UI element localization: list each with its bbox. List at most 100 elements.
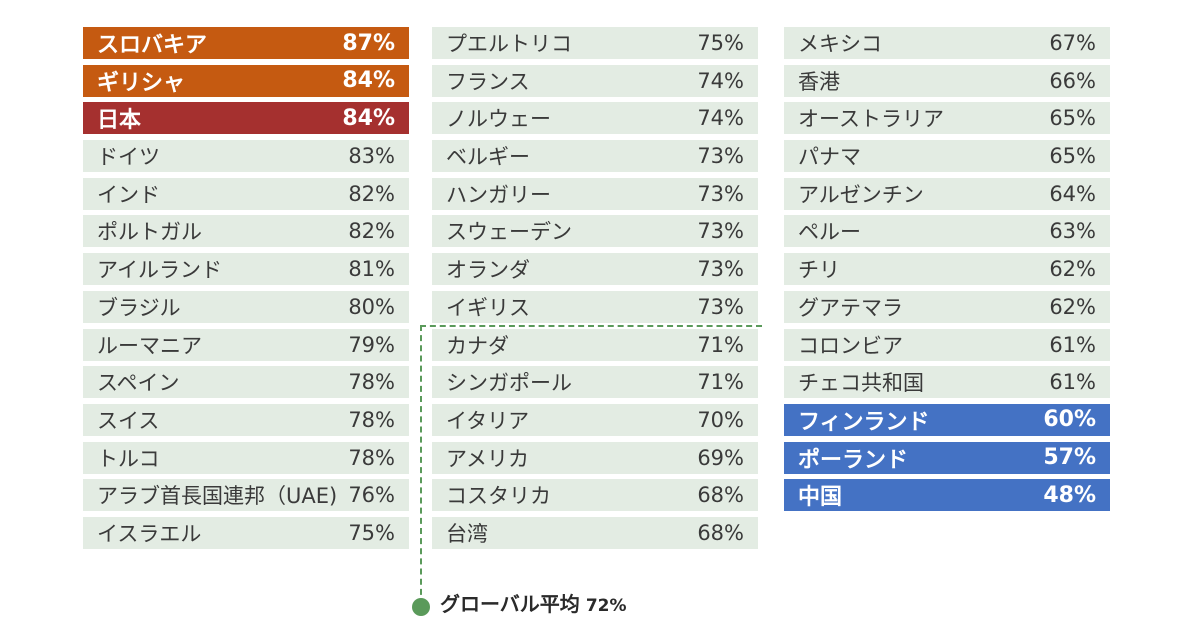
country-name: コロンビア xyxy=(798,333,903,358)
country-value: 84% xyxy=(342,105,395,131)
country-row: ギリシャ 84% xyxy=(83,64,409,97)
country-row: ベルギー 73% xyxy=(432,140,758,173)
country-row: イタリア 70% xyxy=(432,403,758,436)
country-row: シンガポール 71% xyxy=(432,366,758,399)
country-row: グアテマラ 62% xyxy=(784,290,1110,323)
country-value: 71% xyxy=(697,370,744,395)
ranking-column-1: スロバキア 87% ギリシャ 84% 日本 84% ドイツ 83% インド 82% ポルトガル 82%… xyxy=(83,27,409,555)
country-name: 中国 xyxy=(798,485,843,511)
country-value: 69% xyxy=(697,445,744,470)
country-name: ルーマニア xyxy=(97,333,202,358)
country-value: 70% xyxy=(697,407,744,432)
country-row: ドイツ 83% xyxy=(83,140,409,173)
country-value: 81% xyxy=(348,257,395,282)
country-name: アラブ首長国連邦（UAE) xyxy=(97,484,338,509)
country-value: 66% xyxy=(1049,68,1096,93)
country-name: スロバキア xyxy=(97,33,208,58)
country-name: ノルウェー xyxy=(446,107,551,132)
country-value: 83% xyxy=(348,144,395,169)
country-row: チリ 62% xyxy=(784,253,1110,286)
country-value: 79% xyxy=(348,332,395,357)
country-name: ペルー xyxy=(798,220,861,245)
country-name: ハンガリー xyxy=(446,182,551,207)
country-row: 香港 66% xyxy=(784,64,1110,97)
country-row: ポルトガル 82% xyxy=(83,215,409,248)
country-value: 73% xyxy=(697,181,744,206)
country-row: フランス 74% xyxy=(432,64,758,97)
country-name: パナマ xyxy=(798,145,861,170)
country-row: パナマ 65% xyxy=(784,140,1110,173)
country-value: 63% xyxy=(1049,219,1096,244)
country-name: 日本 xyxy=(97,108,142,134)
country-value: 65% xyxy=(1049,144,1096,169)
country-name: オランダ xyxy=(446,258,530,283)
country-row: スイス 78% xyxy=(83,403,409,436)
country-row: ノルウェー 74% xyxy=(432,102,758,135)
global-average-value: 72% xyxy=(585,596,627,616)
country-row: 日本 84% xyxy=(83,102,409,135)
country-name: スペイン xyxy=(97,371,180,396)
country-value: 75% xyxy=(697,31,744,55)
country-name: ギリシャ xyxy=(97,70,186,96)
country-value: 71% xyxy=(697,332,744,357)
country-value: 73% xyxy=(697,144,744,169)
country-value: 73% xyxy=(697,257,744,282)
country-value: 75% xyxy=(348,520,395,545)
country-row: プエルトリコ 75% xyxy=(432,27,758,59)
country-name: イギリス xyxy=(446,295,530,320)
country-value: 64% xyxy=(1049,181,1096,206)
country-value: 68% xyxy=(697,483,744,508)
country-value: 60% xyxy=(1043,407,1096,433)
country-name: ポルトガル xyxy=(97,220,202,245)
country-name: メキシコ xyxy=(798,32,882,56)
country-row: トルコ 78% xyxy=(83,441,409,474)
country-row: コロンビア 61% xyxy=(784,328,1110,361)
country-row: ルーマニア 79% xyxy=(83,328,409,361)
country-name: ブラジル xyxy=(97,295,181,320)
country-name: オーストラリア xyxy=(798,107,944,132)
country-name: カナダ xyxy=(446,333,509,358)
country-value: 67% xyxy=(1049,31,1096,55)
country-row: ポーランド 57% xyxy=(784,441,1110,474)
country-row: ブラジル 80% xyxy=(83,290,409,323)
country-name: アルゼンチン xyxy=(798,182,924,207)
country-row: メキシコ 67% xyxy=(784,27,1110,59)
ranking-column-2: プエルトリコ 75% フランス 74% ノルウェー 74% ベルギー 73% ハンガリー 73% ス… xyxy=(432,27,758,555)
country-row: カナダ 71% xyxy=(432,328,758,361)
country-value: 78% xyxy=(348,445,395,470)
country-value: 61% xyxy=(1049,332,1096,357)
country-value: 73% xyxy=(697,294,744,319)
country-value: 61% xyxy=(1049,370,1096,395)
global-average-line xyxy=(420,325,762,327)
country-name: コスタリカ xyxy=(446,484,551,509)
country-name: シンガポール xyxy=(446,371,572,396)
global-average-leader-line xyxy=(420,325,422,605)
country-value: 73% xyxy=(697,219,744,244)
ranking-column-3: メキシコ 67% 香港 66% オーストラリア 65% パナマ 65% アルゼンチン 64% ペルー… xyxy=(784,27,1110,517)
country-name: 香港 xyxy=(798,69,840,94)
country-row: ペルー 63% xyxy=(784,215,1110,248)
country-row: スロバキア 87% xyxy=(83,27,409,59)
country-name: スウェーデン xyxy=(446,220,572,245)
country-row: 中国 48% xyxy=(784,479,1110,512)
country-value: 78% xyxy=(348,407,395,432)
country-name: チェコ共和国 xyxy=(798,371,924,396)
country-row: アイルランド 81% xyxy=(83,253,409,286)
country-value: 82% xyxy=(348,181,395,206)
country-value: 62% xyxy=(1049,294,1096,319)
country-row: スウェーデン 73% xyxy=(432,215,758,248)
country-name: アイルランド xyxy=(97,258,222,283)
country-value: 74% xyxy=(697,106,744,131)
global-average-label: グローバル平均 72% xyxy=(440,588,627,617)
country-name: ポーランド xyxy=(798,447,909,473)
global-average-marker xyxy=(412,598,430,616)
country-name: ドイツ xyxy=(97,145,160,170)
country-row: 台湾 68% xyxy=(432,516,758,549)
country-value: 84% xyxy=(342,68,395,94)
country-value: 80% xyxy=(348,294,395,319)
country-value: 76% xyxy=(348,483,395,508)
country-name: フランス xyxy=(446,69,530,94)
country-name: イタリア xyxy=(446,408,530,433)
country-row: アメリカ 69% xyxy=(432,441,758,474)
global-average-label-text: グローバル平均 xyxy=(440,592,580,616)
